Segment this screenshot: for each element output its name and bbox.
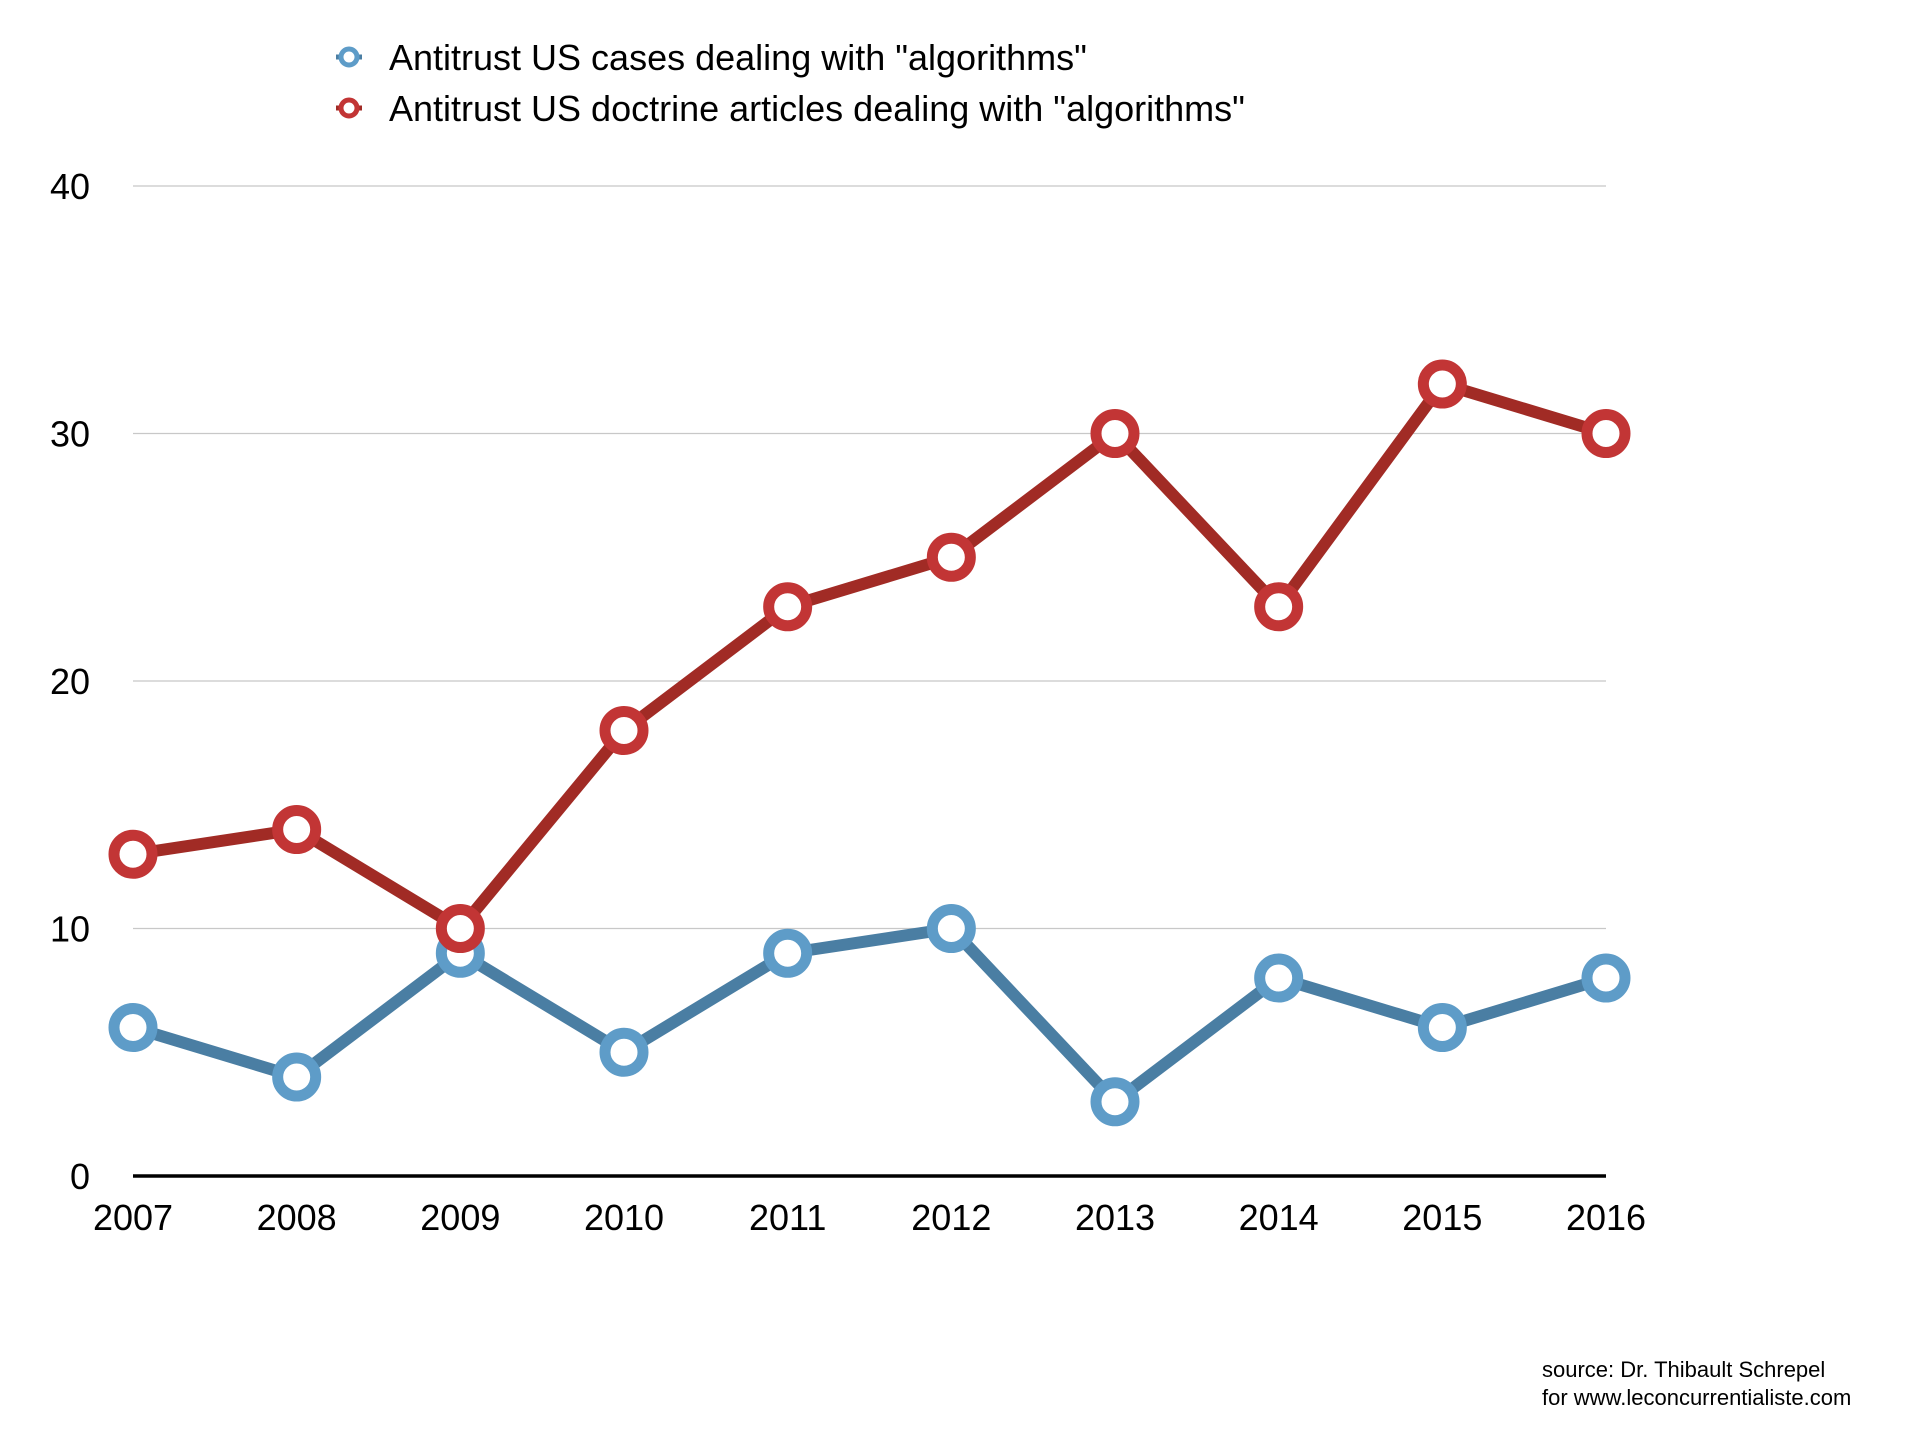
x-tick-label: 2013 <box>1075 1197 1155 1238</box>
source-line-2: for www.leconcurrentialiste.com <box>1542 1385 1851 1410</box>
x-tick-label: 2015 <box>1402 1197 1482 1238</box>
x-tick-label: 2009 <box>420 1197 500 1238</box>
y-tick-label: 0 <box>70 1156 90 1197</box>
data-point <box>108 829 158 879</box>
x-tick-label: 2008 <box>257 1197 337 1238</box>
series-line <box>132 378 1608 935</box>
y-tick-label: 10 <box>50 909 90 950</box>
data-point <box>1254 953 1304 1003</box>
data-point <box>272 1052 322 1102</box>
data-point <box>1581 953 1631 1003</box>
series-1 <box>108 359 1631 953</box>
x-tick-labels: 2007 2008 2009 2010 2011 2012 2013 2014 2015 2016 <box>93 1197 1646 1238</box>
y-tick-label: 20 <box>50 661 90 702</box>
data-point <box>1254 582 1304 632</box>
data-point <box>763 928 813 978</box>
data-point <box>272 805 322 854</box>
legend-entry: Antitrust US cases dealing with "algorit… <box>336 37 1087 78</box>
x-tick-label: 2012 <box>911 1197 991 1238</box>
x-tick-label: 2011 <box>749 1197 826 1238</box>
legend-label: Antitrust US doctrine articles dealing w… <box>389 88 1245 129</box>
data-point <box>108 1003 158 1052</box>
data-point <box>1417 359 1467 409</box>
data-point <box>926 904 976 953</box>
legend-label: Antitrust US cases dealing with "algorit… <box>389 37 1087 78</box>
legend-entry: Antitrust US doctrine articles dealing w… <box>336 88 1245 129</box>
source-line-1: source: Dr. Thibault Schrepel <box>1542 1357 1825 1382</box>
data-point <box>1090 409 1140 458</box>
data-point <box>1581 409 1631 458</box>
gridlines <box>133 185 1606 930</box>
data-point <box>435 904 485 953</box>
data-point <box>599 1027 649 1077</box>
x-tick-label: 2016 <box>1566 1197 1646 1238</box>
series-0 <box>108 904 1631 1127</box>
series-layer <box>108 359 1631 1127</box>
y-tick-label: 30 <box>50 414 90 455</box>
legend-marker <box>338 46 360 68</box>
x-tick-label: 2007 <box>93 1197 173 1238</box>
data-point <box>763 582 813 632</box>
data-point <box>926 532 976 582</box>
series-line <box>131 922 1608 1108</box>
x-tick-label: 2010 <box>584 1197 664 1238</box>
legend-marker <box>338 97 360 119</box>
data-point <box>1090 1077 1140 1127</box>
y-tick-label: 40 <box>50 166 90 207</box>
legend: Antitrust US cases dealing with "algorit… <box>336 37 1245 129</box>
x-tick-label: 2014 <box>1239 1197 1319 1238</box>
y-tick-labels: 0 10 20 30 40 <box>50 166 90 1197</box>
data-point <box>1417 1003 1467 1052</box>
data-point <box>599 706 649 755</box>
